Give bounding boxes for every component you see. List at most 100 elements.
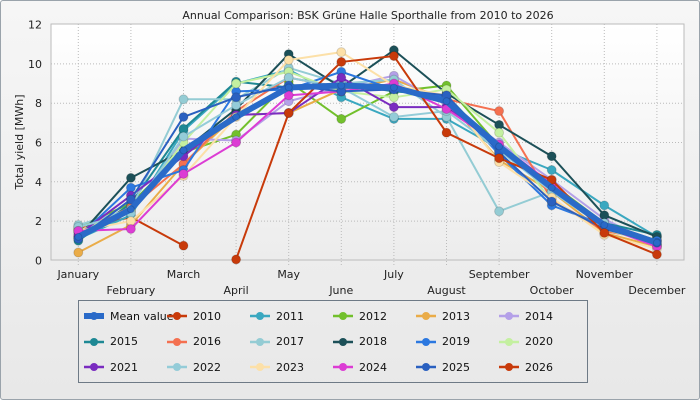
legend-marker-icon <box>250 312 270 320</box>
data-point <box>495 142 504 151</box>
data-point <box>231 92 242 103</box>
legend-item[interactable]: 2025 <box>416 360 470 374</box>
data-point <box>600 221 609 230</box>
data-point <box>178 131 189 142</box>
data-point <box>232 112 241 121</box>
legend-item[interactable]: 2015 <box>84 335 138 349</box>
chart-title: Annual Comparison: BSK Grüne Halle Sport… <box>182 9 553 22</box>
legend-item[interactable]: 2014 <box>499 309 553 323</box>
legend-item[interactable]: 2024 <box>333 360 387 374</box>
legend-marker-icon <box>416 337 436 346</box>
data-point <box>494 153 505 164</box>
legend-item[interactable]: 2018 <box>333 335 387 349</box>
data-point <box>652 238 661 247</box>
data-point <box>599 200 610 211</box>
legend-item[interactable]: 2017 <box>250 335 304 349</box>
x-tick-label: June <box>328 284 353 297</box>
data-point <box>494 206 505 217</box>
legend-marker-icon <box>499 363 519 371</box>
data-point <box>441 127 452 138</box>
y-tick-label: 6 <box>35 137 42 150</box>
legend-label: 2015 <box>110 335 138 348</box>
legend-label: 2019 <box>442 335 470 348</box>
legend-item[interactable]: Mean value <box>84 309 174 323</box>
x-tick-label: January <box>56 268 99 281</box>
data-point <box>494 127 505 138</box>
y-tick-label: 4 <box>35 176 42 189</box>
data-point <box>546 196 557 207</box>
data-point <box>283 108 294 119</box>
data-point <box>546 151 557 162</box>
x-tick-label: October <box>530 284 574 297</box>
data-point <box>442 97 451 106</box>
legend-marker-icon <box>416 363 436 371</box>
legend-item[interactable]: 2021 <box>84 360 138 374</box>
data-point <box>74 232 83 241</box>
x-tick-label: May <box>277 268 300 281</box>
data-point <box>284 83 293 92</box>
y-tick-label: 2 <box>35 215 42 228</box>
data-point <box>125 172 136 183</box>
legend-label: 2018 <box>359 335 387 348</box>
y-tick-label: 8 <box>35 97 42 110</box>
legend-label: 2021 <box>110 360 138 374</box>
legend-item[interactable]: 2016 <box>167 335 221 349</box>
data-point <box>336 113 347 124</box>
legend-label: 2023 <box>276 360 304 374</box>
legend-label: 2012 <box>359 309 387 323</box>
data-point <box>547 183 556 192</box>
series-mean-value <box>74 81 661 247</box>
x-tick-label: July <box>383 268 404 281</box>
data-point <box>178 240 189 251</box>
data-point <box>283 54 294 65</box>
legend-label: 2013 <box>442 309 470 323</box>
x-tick-label: August <box>427 284 466 297</box>
legend-marker-icon <box>333 363 353 371</box>
legend-label: 2016 <box>193 335 221 348</box>
x-tick-label: March <box>167 268 201 281</box>
x-tick-label: December <box>628 284 686 297</box>
legend-item[interactable]: 2020 <box>499 335 553 349</box>
data-point <box>231 137 242 148</box>
x-tick-label: November <box>576 268 634 281</box>
legend-label: 2011 <box>276 309 304 323</box>
data-point <box>651 249 662 260</box>
legend-item[interactable]: 2022 <box>167 360 221 374</box>
legend-marker-icon <box>84 312 104 320</box>
series-line <box>77 70 658 242</box>
legend-label: 2022 <box>193 360 221 374</box>
legend-marker-icon <box>333 312 353 320</box>
legend-marker-icon <box>250 337 270 346</box>
legend-item[interactable]: 2026 <box>499 360 553 374</box>
legend-label: 2010 <box>193 309 221 323</box>
legend-item[interactable]: 2010 <box>167 309 221 323</box>
legend-label: 2020 <box>525 335 553 348</box>
data-point <box>337 81 346 90</box>
legend-marker-icon <box>167 363 187 371</box>
legend-marker-icon <box>84 363 104 371</box>
series-line <box>76 82 658 246</box>
data-point <box>389 83 398 92</box>
legend-label: 2025 <box>442 360 470 374</box>
legend-item[interactable]: 2011 <box>250 309 304 323</box>
data-point <box>179 146 188 155</box>
legend-label: 2014 <box>525 309 553 323</box>
data-point <box>231 254 242 265</box>
data-point <box>178 111 189 122</box>
legend-item[interactable]: 2019 <box>416 335 470 349</box>
data-point <box>388 102 399 113</box>
legend-item[interactable]: 2012 <box>333 309 387 323</box>
data-point <box>336 56 347 67</box>
data-point <box>231 78 242 89</box>
x-tick-label: February <box>107 284 156 297</box>
legend-item[interactable]: 2013 <box>416 309 470 323</box>
series-line <box>77 84 658 244</box>
legend-label: 2024 <box>359 360 387 374</box>
legend-item[interactable]: 2023 <box>250 360 304 374</box>
legend-label: Mean value <box>110 309 174 323</box>
x-tick-label: September <box>469 268 530 281</box>
y-tick-label: 12 <box>28 19 42 32</box>
data-point <box>599 227 610 238</box>
